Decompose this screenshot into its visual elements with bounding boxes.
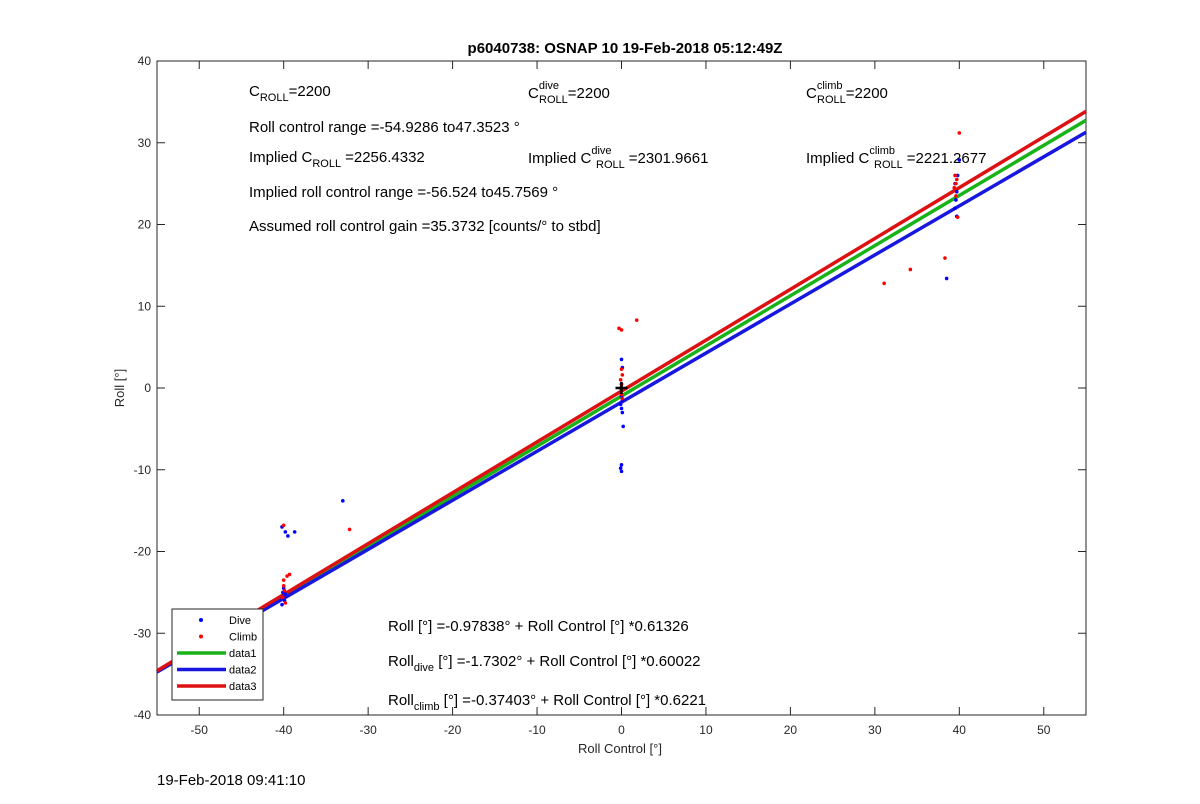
c-dive-annotation: Cdive ROLL=2200 [528, 80, 610, 106]
assumed-gain-annotation: Assumed roll control gain =35.3732 [coun… [249, 218, 601, 235]
point-climb [882, 281, 886, 286]
x-tick-label: 30 [868, 723, 882, 737]
print-timestamp: 19-Feb-2018 09:41:10 [157, 772, 306, 789]
x-tick-label: -50 [191, 723, 209, 737]
point-dive [954, 198, 958, 202]
x-axis-label: Roll Control [°] [578, 741, 662, 756]
y-tick-label: -10 [134, 463, 152, 477]
point-climb [955, 215, 960, 219]
point-dive [619, 357, 624, 362]
fit-dive-annotation: Rolldive [°] =-1.7302° + Roll Control [°… [388, 653, 701, 674]
legend-label: Climb [229, 632, 257, 644]
legend-label: Dive [229, 615, 251, 627]
point-climb [954, 181, 958, 186]
fit-line-data2 [156, 130, 1087, 674]
legend-swatch-climb [199, 634, 203, 639]
point-dive [286, 534, 290, 538]
axis-ticks: -50 -40 -30 -20 -10 0 10 20 30 40 50 -40 -30 -20 -10 0 1… [134, 54, 1086, 737]
chart-title: p6040738: OSNAP 10 19-Feb-2018 05:12:49Z [468, 40, 783, 57]
center-marker [615, 382, 628, 394]
point-climb [285, 574, 289, 578]
point-climb [282, 588, 287, 593]
c-roll-annotation: CROLL=2200 [249, 83, 331, 104]
y-tick-label: 30 [138, 136, 152, 150]
y-axis-label: Roll [°] [112, 369, 127, 407]
point-dive [954, 190, 959, 194]
point-dive [620, 410, 625, 415]
y-tick-label: -40 [134, 708, 152, 722]
point-climb [281, 523, 286, 528]
point-climb [281, 584, 286, 588]
point-climb [620, 373, 625, 377]
point-dive [618, 466, 623, 470]
y-tick-label: 0 [144, 381, 151, 395]
x-tick-label: 50 [1037, 723, 1051, 737]
x-tick-label: 40 [953, 723, 967, 737]
point-climb [954, 194, 958, 198]
point-dive [292, 530, 297, 534]
point-dive [280, 602, 284, 607]
point-climb [952, 185, 957, 190]
roll-range-annotation: Roll control range =-54.9286 to47.3523 ° [249, 119, 520, 136]
y-tick-label: -20 [134, 545, 152, 559]
annotations: CROLL=2200 Cdive ROLL=2200 Cclimb ROLL=220… [249, 80, 986, 713]
point-dive [618, 402, 623, 407]
legend-swatch-dive [199, 618, 203, 622]
legend: Dive Climb data1 data2 data3 [171, 608, 264, 701]
point-dive [283, 592, 288, 596]
y-tick-label: -30 [134, 626, 152, 640]
c-climb-annotation: Cclimb ROLL=2200 [806, 80, 888, 106]
point-climb [283, 601, 288, 605]
point-dive [955, 173, 960, 178]
fit-all-annotation: Roll [°] =-0.97838° + Roll Control [°] *… [388, 618, 689, 635]
point-climb [908, 267, 913, 272]
point-dive [953, 206, 957, 210]
point-climb [281, 578, 286, 582]
legend-label: data2 [229, 665, 257, 677]
point-dive [957, 158, 962, 162]
point-climb [620, 396, 625, 401]
point-climb [954, 177, 959, 182]
implied-climb-annotation: Implied Cclimb ROLL =2221.2677 [806, 145, 986, 171]
y-tick-label: 40 [138, 54, 152, 68]
implied-dive-annotation: Implied Cdive ROLL =2301.9661 [528, 145, 708, 171]
point-climb [618, 378, 623, 382]
x-tick-label: -30 [359, 723, 377, 737]
point-dive [619, 463, 624, 467]
point-dive [619, 406, 624, 411]
fit-climb-annotation: Rollclimb [°] =-0.37403° + Roll Control … [388, 692, 706, 713]
point-climb [634, 318, 639, 322]
point-climb [347, 527, 352, 532]
implied-c-annotation: Implied CROLL =2256.4332 [249, 149, 425, 170]
point-dive [619, 469, 624, 474]
x-tick-label: -20 [444, 723, 462, 737]
x-tick-label: 20 [784, 723, 798, 737]
point-climb [953, 173, 957, 178]
point-dive [944, 276, 949, 281]
point-climb [943, 256, 947, 260]
x-tick-label: 0 [618, 723, 625, 737]
y-tick-label: 20 [138, 218, 152, 232]
point-climb [619, 367, 624, 371]
point-dive [341, 499, 345, 503]
point-climb [957, 131, 962, 135]
x-tick-label: 10 [699, 723, 713, 737]
point-dive [621, 424, 625, 429]
point-dive [283, 530, 288, 534]
point-climb [281, 595, 285, 600]
data-points [280, 131, 962, 607]
implied-range-annotation: Implied roll control range =-56.524 to45… [249, 184, 558, 201]
x-tick-label: -10 [528, 723, 546, 737]
x-tick-label: -40 [275, 723, 293, 737]
legend-label: data1 [229, 648, 257, 660]
y-tick-label: 10 [138, 299, 152, 313]
legend-label: data3 [229, 681, 257, 693]
point-climb [619, 328, 624, 332]
